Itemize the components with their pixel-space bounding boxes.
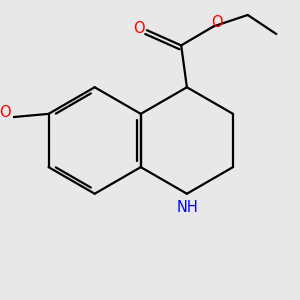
Text: NH: NH — [177, 200, 199, 214]
Text: O: O — [212, 15, 223, 30]
Text: O: O — [134, 21, 145, 36]
Text: O: O — [0, 105, 11, 120]
